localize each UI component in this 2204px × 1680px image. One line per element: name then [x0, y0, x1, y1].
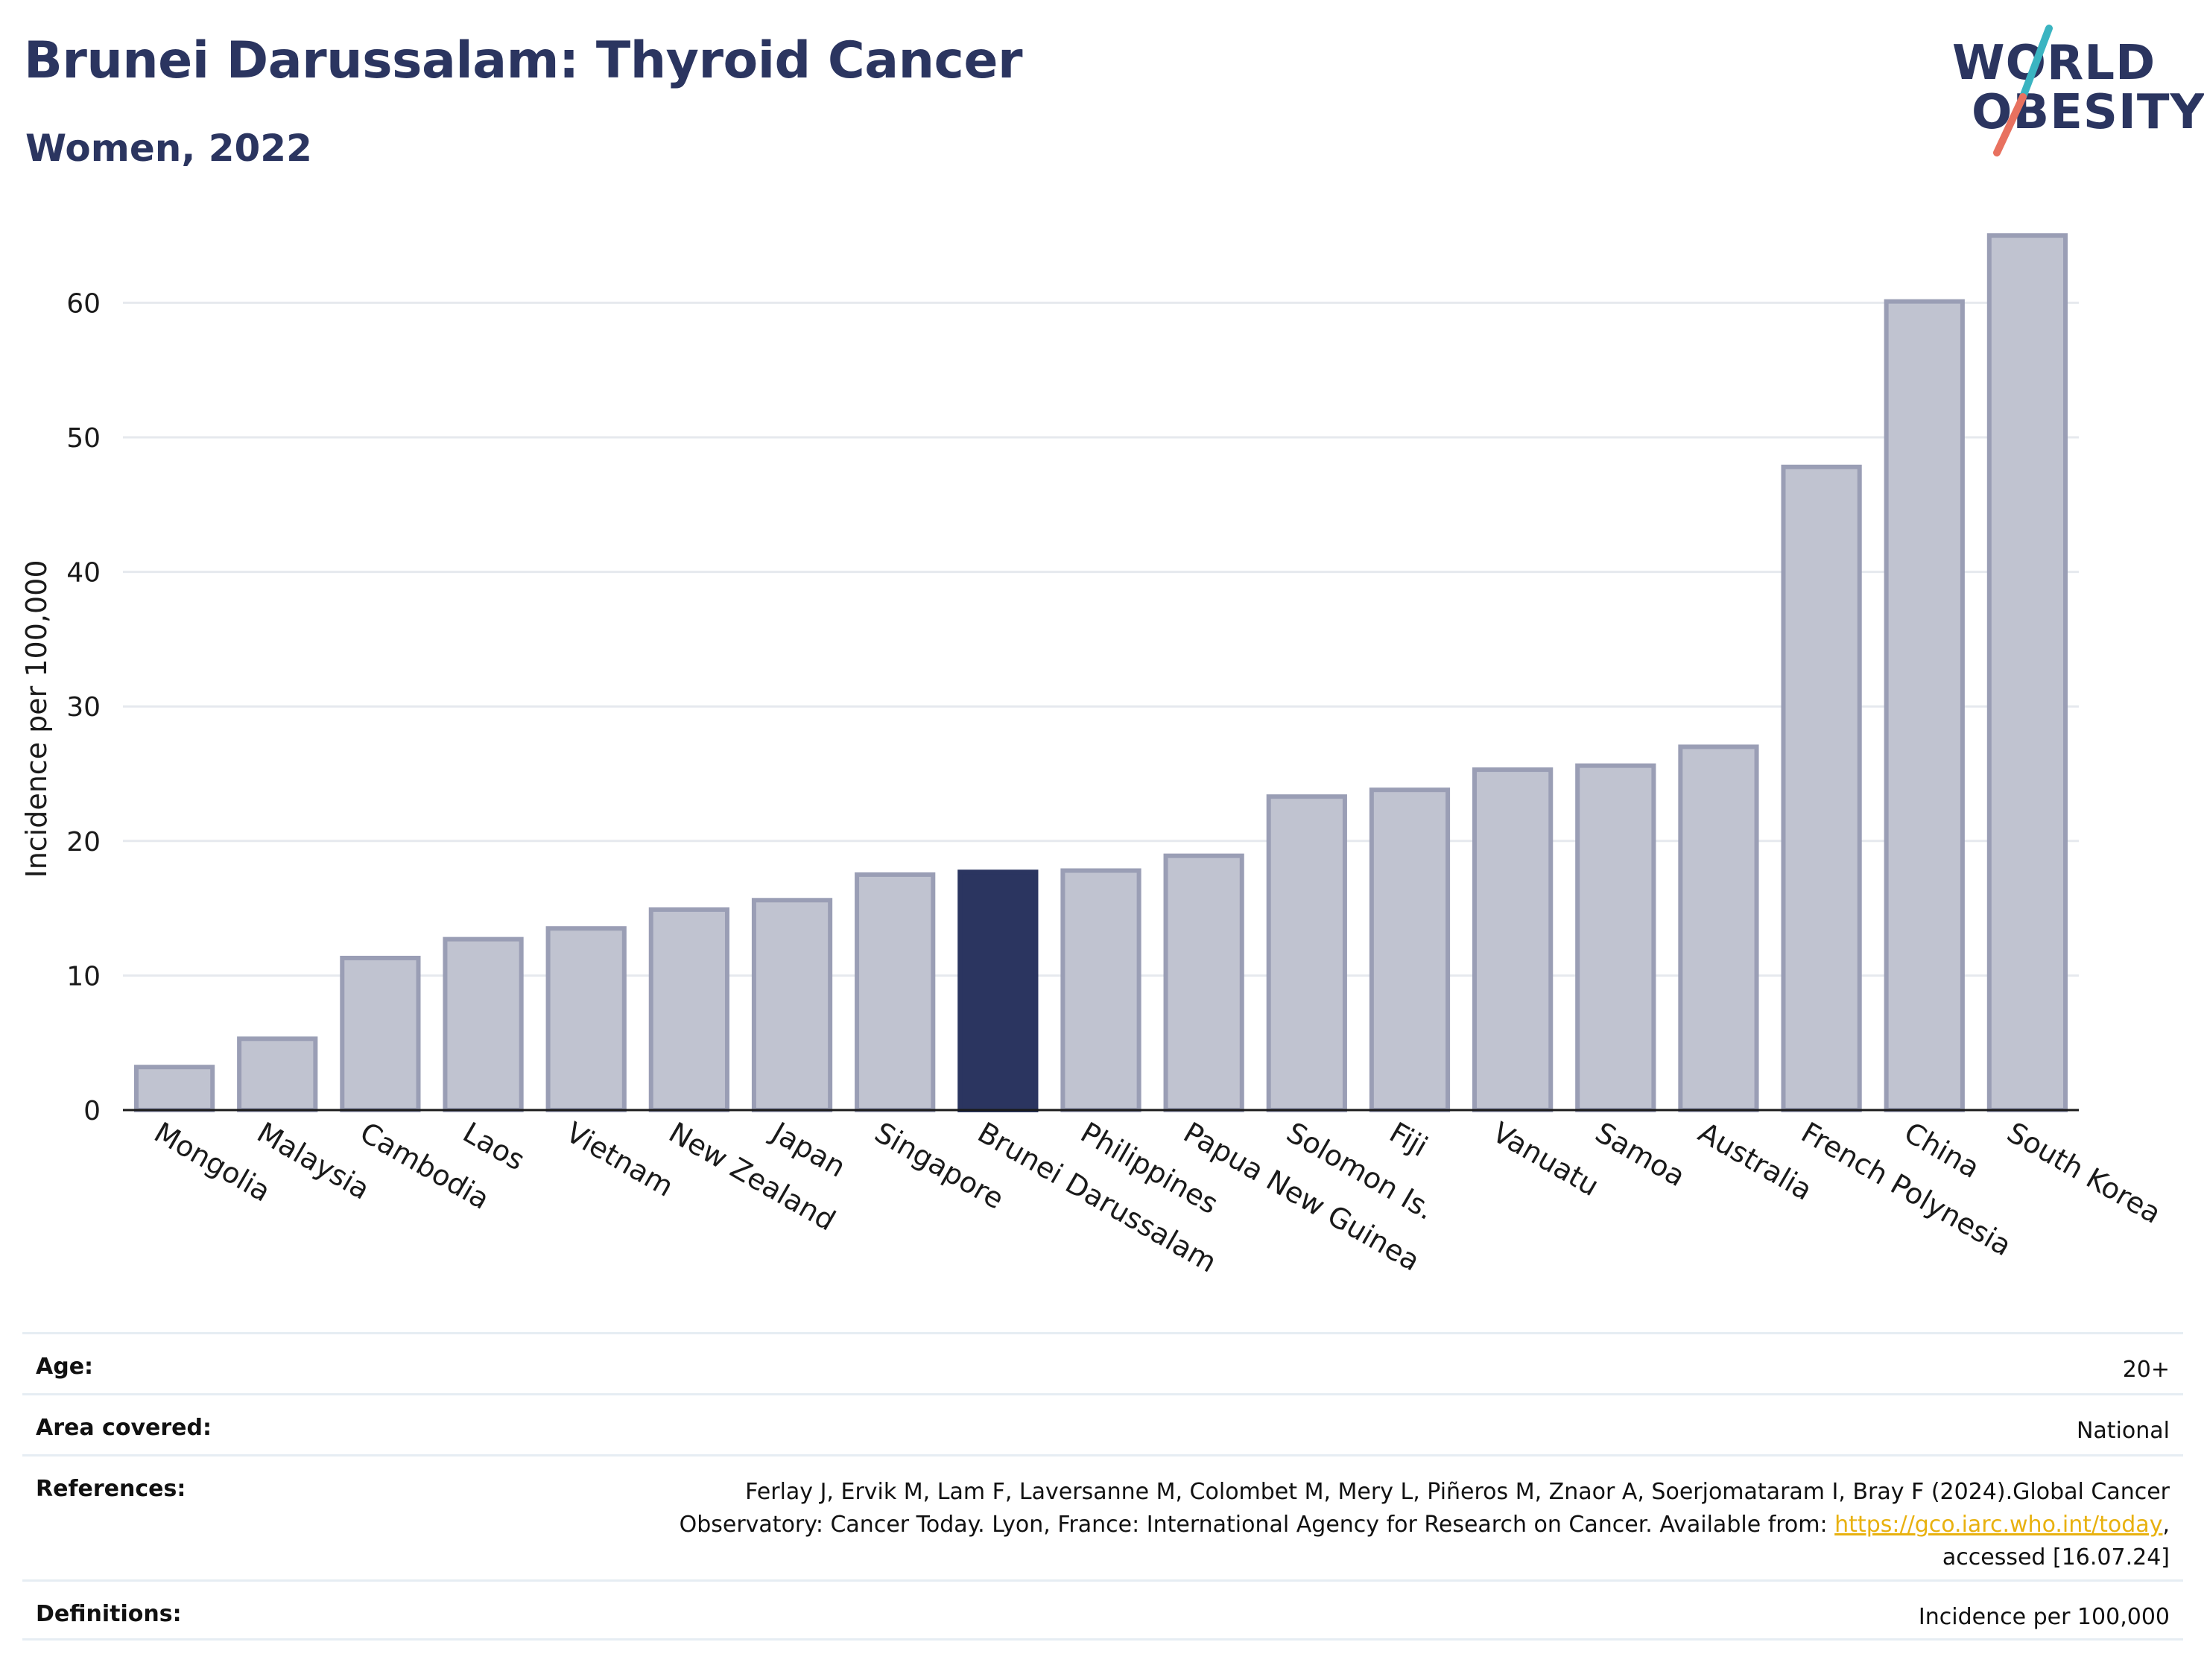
bar-vietnam[interactable]	[545, 926, 627, 1112]
references-value: Ferlay J, Ervik M, Lam F, Laversanne M, …	[680, 1476, 2170, 1574]
y-tick-label: 50	[66, 423, 101, 454]
metadata-table: Age: 20+ Area covered: National Referenc…	[22, 1332, 2183, 1641]
bar-singapore[interactable]	[855, 872, 936, 1112]
bar-malaysia[interactable]	[237, 1036, 318, 1112]
bar-philippines[interactable]	[1060, 868, 1141, 1112]
area-value: National	[2076, 1418, 2170, 1444]
age-value: 20+	[2122, 1357, 2170, 1383]
references-line2: Observatory: Cancer Today. Lyon, France:…	[679, 1512, 1835, 1538]
y-tick-label: 40	[66, 558, 101, 589]
x-tick-label: Vanuatu	[1487, 1116, 1605, 1202]
x-tick-label: South Korea	[2001, 1116, 2166, 1230]
y-tick-labels: 0 10 20 30 40 50 60	[66, 288, 101, 1126]
bar-papua-new-guinea[interactable]	[1163, 853, 1244, 1112]
y-tick-label: 20	[66, 827, 101, 858]
logo-text-line1: WORLD	[1952, 36, 2156, 91]
bar-new-zealand[interactable]	[648, 907, 729, 1112]
bar-south-korea[interactable]	[1986, 233, 2068, 1113]
bar-french-polynesia[interactable]	[1781, 464, 1862, 1112]
bar-laos[interactable]	[443, 936, 524, 1112]
bar-vanuatu[interactable]	[1472, 767, 1554, 1112]
x-tick-label: Mongolia	[149, 1116, 276, 1208]
references-label: References:	[36, 1476, 186, 1502]
y-tick-label: 10	[66, 961, 101, 992]
world-obesity-logo: WORLD OBESITY	[1945, 22, 2204, 156]
y-axis-label: Incidence per 100,000	[20, 560, 53, 878]
bar-australia[interactable]	[1678, 744, 1759, 1112]
bar-solomon-is[interactable]	[1266, 794, 1347, 1113]
meta-row-references: References: Ferlay J, Ervik M, Lam F, La…	[22, 1454, 2183, 1579]
references-link[interactable]: https://gco.iarc.who.int/today	[1834, 1512, 2163, 1538]
bar-samoa[interactable]	[1575, 763, 1656, 1112]
bar-china[interactable]	[1884, 299, 1965, 1112]
age-label: Age:	[36, 1354, 94, 1380]
bar-brunei-darussalam[interactable]	[957, 869, 1039, 1112]
area-label: Area covered:	[36, 1415, 212, 1441]
bar-cambodia[interactable]	[340, 955, 421, 1113]
definitions-label: Definitions:	[36, 1601, 182, 1627]
chart-subtitle: Women, 2022	[25, 127, 312, 170]
bar-fiji[interactable]	[1369, 787, 1451, 1112]
references-line1: Ferlay J, Ervik M, Lam F, Laversanne M, …	[745, 1479, 2170, 1505]
logo-slash-icon	[1993, 25, 2053, 156]
x-tick-label: Malaysia	[252, 1116, 376, 1206]
x-tick-label: Samoa	[1590, 1116, 1691, 1194]
meta-row-area: Area covered: National	[22, 1393, 2183, 1454]
meta-row-age: Age: 20+	[22, 1332, 2183, 1393]
meta-row-definitions: Definitions: Incidence per 100,000	[22, 1579, 2183, 1641]
definitions-value: Incidence per 100,000	[1918, 1604, 2170, 1630]
bars	[133, 233, 2068, 1113]
y-tick-label: 60	[66, 288, 101, 319]
x-tick-label: Australia	[1693, 1116, 1818, 1207]
y-tick-label: 30	[66, 692, 101, 723]
x-tick-label: Laos	[457, 1116, 531, 1177]
x-tick-label: Fiji	[1384, 1116, 1433, 1163]
references-line3: accessed [16.07.24]	[1942, 1544, 2170, 1570]
bar-mongolia[interactable]	[133, 1065, 215, 1113]
x-tick-label: Vietnam	[560, 1116, 679, 1203]
references-line2-end: ,	[2162, 1512, 2170, 1538]
bar-japan[interactable]	[751, 898, 833, 1113]
chart-title: Brunei Darussalam: Thyroid Cancer	[24, 31, 1023, 90]
y-tick-label: 0	[83, 1096, 101, 1126]
